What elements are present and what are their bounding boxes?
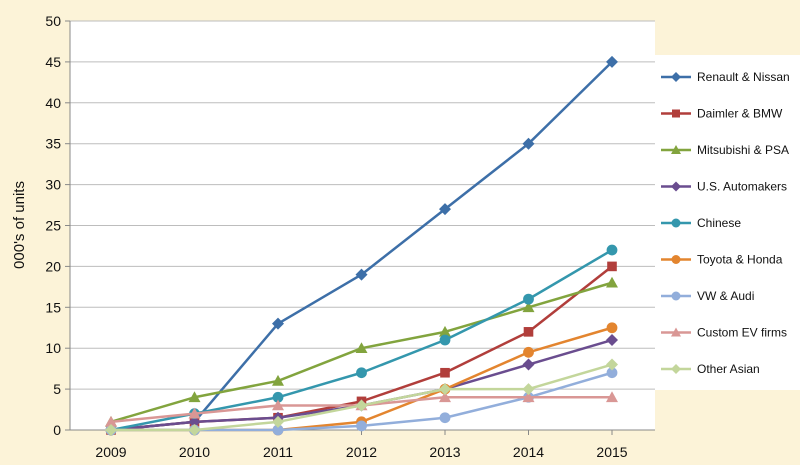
data-point: [105, 424, 117, 436]
data-point: [607, 261, 617, 272]
data-point: [522, 301, 535, 313]
data-point: [523, 346, 534, 358]
data-point: [440, 367, 450, 378]
data-point: [355, 268, 368, 281]
legend-marker: [671, 145, 681, 154]
x-tick-label: 2011: [263, 444, 293, 460]
y-tick-label: 40: [45, 95, 61, 111]
data-point: [439, 325, 451, 337]
legend-marker: [672, 109, 680, 118]
legend-item: Custom EV firms: [661, 326, 787, 340]
y-tick-label: 50: [45, 13, 61, 29]
y-tick-label: 10: [45, 340, 61, 356]
legend-marker: [671, 218, 681, 228]
legend-label: Toyota & Honda: [697, 253, 783, 267]
legend-item: Other Asian: [661, 362, 760, 376]
data-point: [606, 276, 618, 288]
data-point: [272, 391, 284, 403]
data-point: [188, 391, 201, 403]
legend-marker: [671, 72, 681, 82]
data-point: [522, 391, 535, 403]
data-point: [606, 55, 618, 68]
legend-label: Custom EV firms: [697, 326, 787, 340]
data-point: [272, 399, 284, 411]
data-point: [523, 293, 534, 305]
data-point: [439, 412, 451, 424]
x-tick-label: 2013: [429, 444, 460, 460]
y-axis-title: 000's of units: [11, 181, 28, 269]
data-point: [188, 407, 201, 419]
y-axis-ticks: 0 5 10 15 20 25 30 35 40 45 50: [45, 13, 70, 438]
x-tick-label: 2012: [346, 444, 377, 460]
data-point: [606, 358, 618, 371]
data-point: [356, 420, 367, 432]
data-point: [606, 367, 618, 379]
legend-item: VW & Audi: [661, 289, 754, 303]
x-tick-label: 2009: [95, 444, 126, 460]
series-lines: [105, 55, 618, 436]
x-tick-label: 2014: [513, 444, 544, 460]
legend-marker: [671, 364, 681, 374]
y-tick-label: 0: [53, 422, 61, 438]
y-tick-label: 25: [45, 218, 61, 234]
y-tick-label: 35: [45, 136, 61, 152]
data-point: [272, 374, 284, 386]
data-point: [606, 334, 618, 347]
data-point: [439, 383, 451, 396]
legend-label: Chinese: [697, 216, 741, 230]
legend-item: Renault & Nissan: [661, 70, 790, 84]
legend-item: Daimler & BMW: [661, 107, 783, 121]
data-point: [188, 415, 201, 428]
legend-item: Chinese: [661, 216, 741, 230]
data-point: [188, 424, 201, 436]
legend-label: U.S. Automakers: [697, 180, 787, 194]
legend-marker: [671, 291, 681, 301]
legend-item: Toyota & Honda: [661, 253, 783, 267]
data-point: [272, 317, 284, 330]
x-tick-label: 2015: [596, 444, 627, 460]
data-point: [272, 424, 284, 436]
data-point: [439, 334, 451, 346]
legend-label: Other Asian: [697, 362, 760, 376]
data-point: [356, 367, 367, 379]
data-point: [523, 327, 534, 337]
data-point: [606, 391, 618, 403]
data-point: [272, 415, 284, 428]
legend-label: Mitsubishi & PSA: [697, 143, 789, 157]
data-point: [606, 322, 618, 334]
data-point: [522, 358, 535, 371]
y-tick-label: 45: [45, 54, 61, 70]
data-point: [105, 415, 117, 427]
data-point: [439, 203, 451, 216]
legend-marker: [671, 255, 681, 264]
legend-label: VW & Audi: [697, 289, 754, 303]
legend-label: Renault & Nissan: [697, 70, 790, 84]
data-point: [606, 244, 618, 256]
data-point: [355, 399, 368, 412]
y-tick-label: 5: [53, 381, 61, 397]
legend-item: U.S. Automakers: [661, 180, 787, 194]
legend-marker: [671, 327, 681, 337]
data-point: [439, 391, 451, 403]
y-tick-label: 15: [45, 299, 61, 315]
y-tick-label: 20: [45, 258, 61, 274]
x-tick-label: 2010: [179, 444, 210, 460]
data-point: [522, 383, 535, 396]
legend-marker: [671, 181, 681, 192]
y-tick-label: 30: [45, 177, 61, 193]
legend-label: Daimler & BMW: [697, 107, 783, 121]
legend: Renault & Nissan Daimler & BMW Mitsubishi …: [655, 55, 800, 390]
x-axis-ticks: 2009 2010 2011 2012 2013 2014 2015: [95, 430, 628, 460]
data-point: [522, 137, 535, 150]
legend-item: Mitsubishi & PSA: [661, 143, 789, 157]
series-other-asian: [105, 358, 618, 436]
data-point: [355, 342, 368, 353]
